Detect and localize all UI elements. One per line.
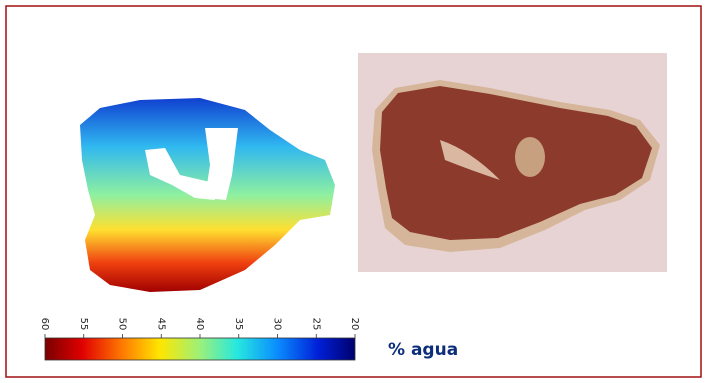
colorbar-tick-label: 45 xyxy=(155,318,166,331)
figure: % agua 60 55 50 45 40 35 30 25 20 xyxy=(0,0,707,383)
colorbar-tick-label: 55 xyxy=(78,318,89,331)
colorbar-tick-label: 50 xyxy=(117,318,128,331)
colorbar xyxy=(45,338,355,360)
moisture-map xyxy=(80,98,335,292)
colorbar-tick-label: 20 xyxy=(349,318,360,331)
colorbar-scale xyxy=(45,338,355,360)
colorbar-tick-label: 60 xyxy=(39,318,50,331)
colorbar-label: % agua xyxy=(388,340,458,360)
colorbar-tick-label: 30 xyxy=(272,318,283,331)
page: % agua 605550454035302520 (() => { const… xyxy=(0,0,707,383)
colorbar-tick-label: 40 xyxy=(194,318,205,331)
colorbar-tick-label: 25 xyxy=(310,318,321,331)
colorbar-tick-label: 35 xyxy=(233,318,244,331)
ham-photo xyxy=(358,53,667,272)
